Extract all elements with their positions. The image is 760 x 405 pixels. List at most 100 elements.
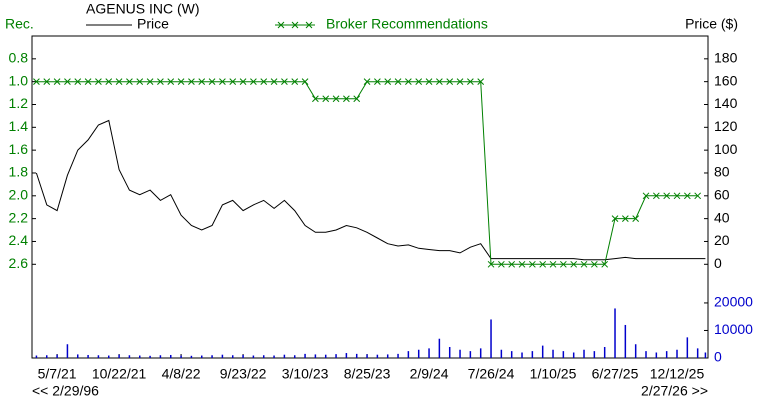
x-tick-label: 1/10/25 bbox=[530, 366, 577, 382]
y-tick-label: 0.8 bbox=[9, 50, 29, 66]
y2-tick-label: 80 bbox=[714, 164, 730, 180]
rec-marker bbox=[260, 78, 268, 86]
y-tick-label: 1.4 bbox=[9, 118, 29, 134]
rec-marker bbox=[518, 260, 526, 268]
rec-marker bbox=[167, 78, 175, 86]
rec-marker bbox=[229, 78, 237, 86]
rec-marker bbox=[291, 78, 299, 86]
rec-marker bbox=[498, 260, 505, 268]
volume-tick-label: 0 bbox=[714, 349, 722, 365]
y-tick-label: 2.2 bbox=[9, 209, 29, 225]
rec-marker bbox=[322, 95, 330, 103]
rec-marker bbox=[312, 95, 319, 103]
rec-marker bbox=[353, 95, 361, 103]
legend-label: Price bbox=[137, 16, 169, 32]
y2-tick-label: 140 bbox=[714, 95, 738, 111]
y-tick-label: 1.6 bbox=[9, 141, 29, 157]
rec-marker bbox=[508, 260, 516, 268]
series-line bbox=[36, 81, 698, 265]
rec-marker bbox=[157, 78, 164, 86]
rec-marker bbox=[219, 78, 226, 86]
rec-marker bbox=[363, 78, 371, 86]
rec-marker bbox=[394, 78, 402, 86]
y2-tick-label: 20 bbox=[714, 232, 730, 248]
rec-marker bbox=[208, 78, 216, 86]
x-tick-label: 4/8/22 bbox=[162, 366, 201, 382]
rec-marker bbox=[84, 78, 92, 86]
rec-marker bbox=[239, 78, 247, 86]
x-tick-label: 10/22/21 bbox=[92, 366, 147, 382]
x-tick-label: 12/12/25 bbox=[650, 366, 705, 382]
rec-marker bbox=[64, 78, 71, 86]
x-tick-label: 7/26/24 bbox=[468, 366, 515, 382]
rec-marker bbox=[683, 192, 691, 200]
rec-marker bbox=[415, 78, 423, 86]
rec-marker bbox=[632, 215, 640, 222]
rec-marker bbox=[487, 260, 495, 268]
x-tick-label: 6/27/25 bbox=[592, 366, 639, 382]
rec-marker bbox=[43, 78, 51, 86]
plot-frame bbox=[31, 35, 709, 359]
rec-marker bbox=[332, 95, 340, 103]
rec-marker bbox=[115, 78, 123, 86]
rec-marker bbox=[425, 78, 433, 86]
y-tick-label: 2.0 bbox=[9, 187, 29, 203]
y-tick-label: 1.0 bbox=[9, 72, 29, 88]
rec-marker bbox=[177, 78, 185, 86]
rec-marker bbox=[405, 78, 412, 86]
rec-marker bbox=[560, 260, 567, 268]
y-axis-label: Rec. bbox=[5, 16, 34, 32]
rec-marker bbox=[374, 78, 381, 86]
y-tick-label: 2.6 bbox=[9, 255, 29, 271]
legend-marker bbox=[291, 21, 299, 29]
rec-marker bbox=[95, 78, 102, 86]
chart-title: AGENUS INC (W) bbox=[86, 1, 200, 17]
legend-label: Broker Recommendations bbox=[326, 16, 488, 32]
y2-tick-label: 180 bbox=[714, 50, 738, 66]
rec-marker bbox=[53, 78, 61, 86]
rec-marker bbox=[539, 260, 547, 268]
legend-marker bbox=[277, 21, 285, 29]
rec-marker bbox=[146, 78, 154, 86]
rec-marker bbox=[33, 78, 40, 86]
x-tick-label: 5/7/21 bbox=[38, 366, 77, 382]
y2-tick-label: 100 bbox=[714, 141, 738, 157]
volume-tick-label: 20000 bbox=[714, 294, 753, 310]
y2-tick-label: 120 bbox=[714, 118, 738, 134]
rec-marker bbox=[467, 78, 474, 86]
y-tick-label: 1.8 bbox=[9, 164, 29, 180]
rec-marker bbox=[570, 260, 578, 268]
x-tick-label: 3/10/23 bbox=[282, 366, 329, 382]
rec-marker bbox=[270, 78, 278, 86]
rec-marker bbox=[590, 260, 598, 268]
y2-tick-label: 40 bbox=[714, 209, 730, 225]
rec-marker bbox=[436, 78, 443, 86]
rec-marker bbox=[529, 260, 536, 268]
rec-marker bbox=[446, 78, 454, 86]
volume-tick-label: 10000 bbox=[714, 321, 753, 337]
x-tick-label: 2/9/24 bbox=[410, 366, 449, 382]
rec-marker bbox=[477, 78, 485, 86]
y2-axis-label: Price ($) bbox=[685, 16, 738, 32]
rec-marker bbox=[250, 78, 257, 86]
rec-marker bbox=[198, 78, 206, 86]
rec-marker bbox=[642, 192, 650, 200]
rec-marker bbox=[673, 192, 681, 200]
range-start: << 2/29/96 bbox=[32, 383, 99, 399]
rec-marker bbox=[601, 260, 609, 268]
rec-marker bbox=[105, 78, 113, 86]
rec-marker bbox=[384, 78, 392, 86]
rec-marker bbox=[188, 78, 195, 86]
x-tick-label: 9/23/22 bbox=[220, 366, 267, 382]
rec-marker bbox=[74, 78, 82, 86]
rec-marker bbox=[549, 260, 557, 268]
rec-marker bbox=[611, 215, 619, 222]
y2-tick-label: 60 bbox=[714, 187, 730, 203]
rec-marker bbox=[343, 95, 350, 103]
rec-marker bbox=[126, 78, 133, 86]
y2-tick-label: 0 bbox=[714, 255, 722, 271]
rec-marker bbox=[301, 78, 309, 86]
rec-marker bbox=[281, 78, 288, 86]
rec-marker bbox=[580, 260, 588, 268]
